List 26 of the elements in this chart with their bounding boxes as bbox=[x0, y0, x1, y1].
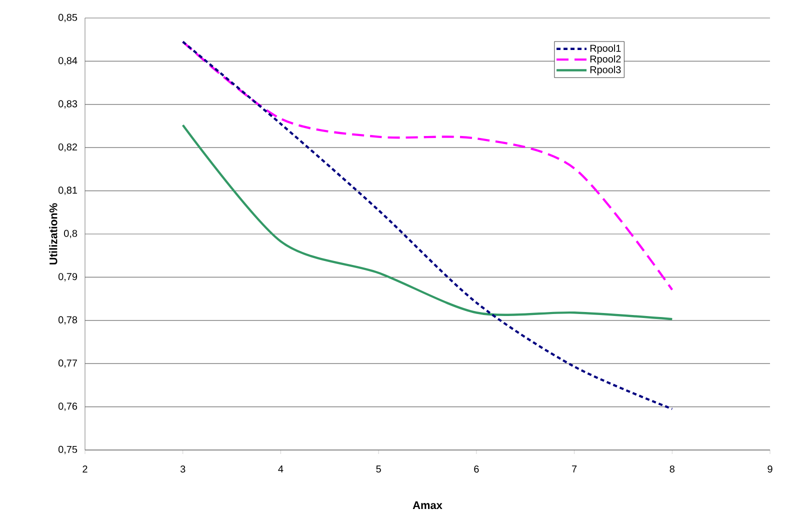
y-tick-label: 0,82 bbox=[58, 143, 77, 152]
x-tick-label: 7 bbox=[572, 466, 577, 472]
x-tick-label: 8 bbox=[670, 466, 674, 473]
x-tick-label: 3 bbox=[180, 466, 186, 473]
x-axis-title: Amax bbox=[412, 501, 442, 510]
y-tick-label: 0,76 bbox=[58, 402, 78, 411]
legend-label: Rpool3 bbox=[590, 66, 621, 76]
y-tick-label: 0,78 bbox=[58, 316, 78, 325]
x-tick-label: 5 bbox=[376, 466, 381, 472]
y-tick-label: 0,75 bbox=[58, 446, 78, 454]
y-tick-label: 0,79 bbox=[58, 273, 78, 282]
line-series bbox=[182, 124, 674, 320]
y-tick-label: 0,77 bbox=[58, 359, 77, 368]
x-tick-label: 2 bbox=[82, 466, 88, 472]
legend-label: Rpool2 bbox=[590, 55, 621, 64]
y-tick-label: 0,81 bbox=[58, 186, 77, 195]
legend-label: Rpool1 bbox=[590, 44, 621, 54]
line-series bbox=[182, 40, 674, 410]
y-axis-title: Utilization% bbox=[49, 203, 58, 264]
y-tick-label: 0,8 bbox=[64, 230, 78, 238]
y-tick-label: 0,85 bbox=[58, 14, 78, 22]
x-tick-label: 4 bbox=[278, 466, 284, 472]
x-tick-label: 9 bbox=[768, 466, 772, 473]
y-tick-label: 0,83 bbox=[58, 100, 78, 109]
x-tick-label: 6 bbox=[474, 466, 479, 473]
y-tick-label: 0,84 bbox=[58, 57, 78, 66]
